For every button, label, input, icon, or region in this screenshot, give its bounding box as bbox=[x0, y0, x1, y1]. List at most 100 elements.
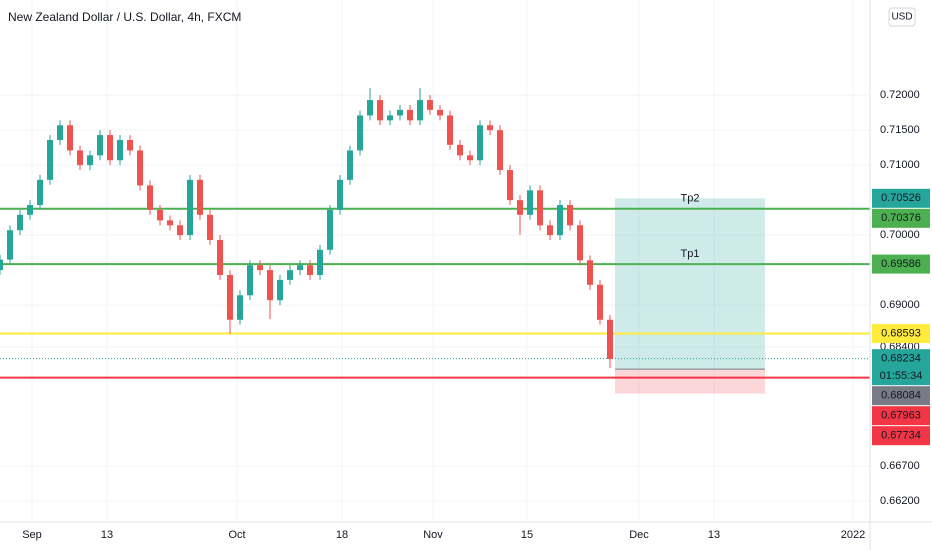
candle-body bbox=[437, 109, 443, 116]
candle-body bbox=[137, 150, 143, 186]
price-tag bbox=[872, 324, 930, 344]
x-tick-label: 15 bbox=[521, 529, 533, 541]
candle-body bbox=[497, 130, 503, 171]
candle-body bbox=[7, 230, 13, 260]
x-tick-label: Nov bbox=[423, 529, 443, 541]
candle-body bbox=[117, 139, 123, 161]
x-tick-label: Sep bbox=[22, 529, 42, 541]
candle-body bbox=[297, 265, 303, 271]
candle-body bbox=[87, 155, 93, 166]
candle-body bbox=[387, 115, 393, 121]
position-target bbox=[615, 198, 765, 370]
price-tag bbox=[872, 188, 930, 208]
y-tick-label: 0.66200 bbox=[880, 495, 920, 507]
candle-body bbox=[317, 249, 323, 275]
candle-body bbox=[127, 139, 133, 151]
price-tag bbox=[872, 208, 930, 228]
y-tick-label: 0.71500 bbox=[880, 124, 920, 136]
candle-body bbox=[97, 135, 103, 156]
candle-body bbox=[587, 260, 593, 285]
price-tag bbox=[872, 254, 930, 274]
price-tag-label: 0.70376 bbox=[881, 212, 921, 224]
candle-body bbox=[457, 144, 463, 156]
candle-body bbox=[567, 205, 573, 226]
y-tick-label: 0.66700 bbox=[880, 460, 920, 472]
candle-body bbox=[57, 125, 63, 140]
candle-body bbox=[427, 100, 433, 110]
level-annotation: Tp1 bbox=[681, 248, 700, 260]
candle-body bbox=[537, 190, 543, 226]
x-tick-label: 2022 bbox=[841, 529, 865, 541]
candle-body bbox=[207, 214, 213, 241]
candle-body bbox=[67, 125, 73, 151]
price-tag bbox=[872, 426, 930, 446]
position-stop bbox=[615, 369, 765, 394]
candle-body bbox=[227, 274, 233, 320]
x-tick-label: Dec bbox=[629, 529, 649, 541]
price-tag-label: 0.69586 bbox=[881, 258, 921, 270]
y-tick-label: 0.71000 bbox=[880, 159, 920, 171]
candle-body bbox=[397, 109, 403, 116]
plot-layer bbox=[0, 0, 870, 522]
price-tag-label: 0.67963 bbox=[881, 410, 921, 422]
candle-body bbox=[147, 185, 153, 210]
currency-label: USD bbox=[891, 12, 912, 23]
candle-body bbox=[27, 205, 33, 215]
candle-body bbox=[257, 265, 263, 271]
candle-body bbox=[217, 240, 223, 275]
candle-body bbox=[47, 139, 53, 180]
candle-body bbox=[187, 179, 193, 236]
level-annotation: Tp2 bbox=[681, 193, 700, 205]
candle-body bbox=[107, 135, 113, 161]
price-tag-label: 0.67734 bbox=[881, 430, 921, 442]
price-tag-label: 0.68593 bbox=[881, 327, 921, 339]
candle-body bbox=[407, 109, 413, 121]
candle-body bbox=[557, 205, 563, 236]
price-tag-label: 0.68084 bbox=[881, 390, 921, 402]
candle-body bbox=[37, 179, 43, 206]
candle-body bbox=[607, 319, 613, 359]
countdown: 01:55:34 bbox=[880, 370, 923, 382]
candle-body bbox=[287, 270, 293, 280]
y-tick-label: 0.69000 bbox=[880, 299, 920, 311]
candle-body bbox=[467, 155, 473, 161]
price-tag bbox=[872, 386, 930, 406]
candle-body bbox=[277, 279, 283, 301]
price-tag-label: 0.68234 bbox=[881, 353, 921, 365]
candle-body bbox=[337, 179, 343, 210]
candle-body bbox=[547, 225, 553, 236]
candle-body bbox=[487, 125, 493, 131]
y-tick-label: 0.70000 bbox=[880, 229, 920, 241]
candle-body bbox=[517, 200, 523, 215]
candle-body bbox=[357, 115, 363, 151]
price-tag bbox=[872, 349, 930, 386]
candle-body bbox=[0, 259, 3, 271]
x-tick-label: Oct bbox=[228, 529, 245, 541]
y-tick-label: 0.72000 bbox=[880, 89, 920, 101]
candle-body bbox=[367, 100, 373, 116]
candle-body bbox=[267, 270, 273, 301]
price-tag-label: 0.70526 bbox=[881, 192, 921, 204]
candle-body bbox=[347, 150, 353, 180]
candle-body bbox=[417, 100, 423, 121]
candle-body bbox=[577, 225, 583, 261]
candle-body bbox=[477, 125, 483, 161]
candle-body bbox=[247, 265, 253, 296]
candle-body bbox=[377, 100, 383, 121]
x-tick-label: 18 bbox=[336, 529, 348, 541]
candle-body bbox=[177, 225, 183, 236]
candle-body bbox=[77, 150, 83, 166]
candle-body bbox=[237, 295, 243, 320]
x-tick-label: 13 bbox=[101, 529, 113, 541]
candle-body bbox=[327, 209, 333, 250]
x-tick-label: 13 bbox=[708, 529, 720, 541]
candle-body bbox=[507, 170, 513, 201]
candle-body bbox=[527, 190, 533, 215]
currency-button bbox=[888, 7, 916, 27]
candle-body bbox=[167, 220, 173, 226]
candle-body bbox=[197, 179, 203, 215]
candle-body bbox=[17, 214, 23, 231]
candle-body bbox=[447, 115, 453, 145]
